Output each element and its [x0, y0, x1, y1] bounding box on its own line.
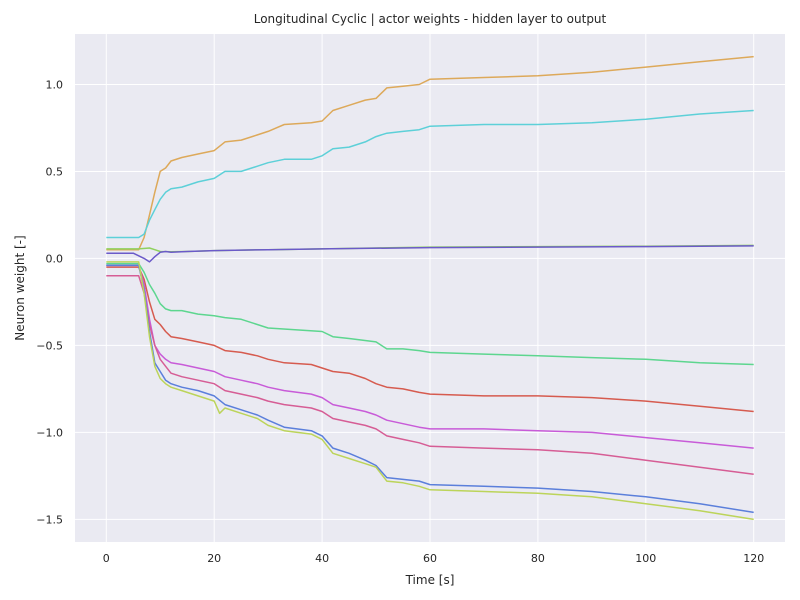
y-tick-label: −1.0	[36, 426, 63, 439]
grid	[75, 34, 785, 542]
y-tick-labels: −1.5 −1.0 −0.5 0.0 0.5 1.0	[36, 78, 63, 526]
y-axis-label: Neuron weight [-]	[13, 235, 27, 340]
series-line-7	[106, 264, 754, 449]
series-line-4	[106, 245, 754, 263]
series-line-8	[106, 275, 754, 475]
x-tick-label: 0	[103, 552, 110, 565]
x-tick-label: 80	[531, 552, 545, 565]
x-tick-label: 60	[423, 552, 437, 565]
x-tick-label: 100	[635, 552, 656, 565]
chart-title: Longitudinal Cyclic | actor weights - hi…	[254, 12, 607, 26]
y-tick-label: 0.0	[46, 252, 64, 265]
series-line-5	[106, 262, 754, 366]
series-line-2	[106, 109, 754, 239]
x-tick-label: 40	[315, 552, 329, 565]
series-line-6	[106, 266, 754, 413]
x-tick-label: 20	[207, 552, 221, 565]
series-layer	[106, 55, 754, 521]
y-tick-label: −1.5	[36, 513, 63, 526]
series-line-1	[106, 55, 754, 251]
y-tick-label: 1.0	[46, 78, 64, 91]
x-tick-labels: 0 20 40 60 80 100 120	[103, 552, 764, 565]
y-tick-label: 0.5	[46, 165, 64, 178]
y-tick-label: −0.5	[36, 339, 63, 352]
x-tick-label: 120	[743, 552, 764, 565]
series-line-10	[106, 261, 754, 521]
series-line-9	[106, 264, 754, 514]
x-axis-label: Time [s]	[405, 573, 455, 587]
